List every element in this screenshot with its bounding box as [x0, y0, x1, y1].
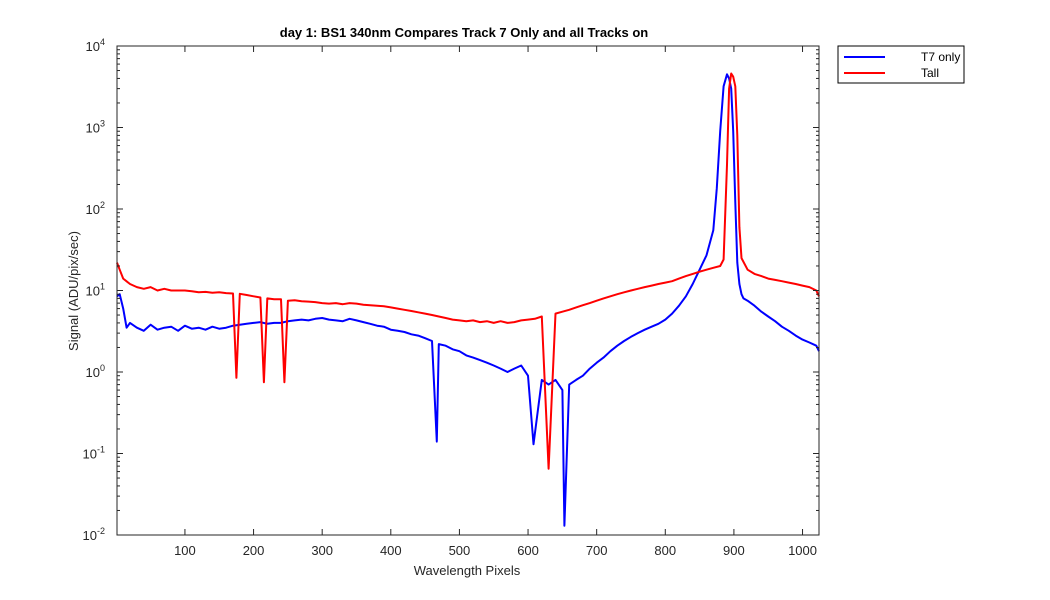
series-line-tall: [116, 72, 820, 470]
legend-label-tall: Tall: [921, 66, 939, 80]
y-axis-label: Signal (ADU/pix/sec): [66, 231, 81, 351]
y-tick-label: 102: [86, 200, 105, 217]
y-tick-label: 101: [86, 282, 105, 299]
x-tick-label: 100: [174, 543, 196, 558]
y-tick-label: 104: [86, 37, 105, 54]
x-tick-label: 200: [243, 543, 265, 558]
legend-label-t7-only: T7 only: [921, 50, 960, 64]
x-tick-label: 700: [586, 543, 608, 558]
y-tick-label: 103: [86, 119, 105, 136]
legend-box: [837, 45, 965, 84]
y-tick-label: 10-1: [83, 445, 105, 462]
x-tick-label: 300: [311, 543, 333, 558]
x-tick-label: 600: [517, 543, 539, 558]
x-tick-label: 900: [723, 543, 745, 558]
series-layer: [116, 72, 820, 527]
x-tick-label: 1000: [788, 543, 817, 558]
y-tick-label: 10-2: [83, 526, 105, 543]
x-tick-label: 800: [654, 543, 676, 558]
axes-layer: 100 200 300 400 500 600 700 800 900 1000 10-2 10-1 1…: [83, 37, 820, 558]
plot-area: [117, 46, 819, 535]
legend: T7 only Tall: [837, 45, 965, 84]
chart-title: day 1: BS1 340nm Compares Track 7 Only a…: [280, 25, 649, 40]
x-axis-label: Wavelength Pixels: [414, 563, 521, 578]
x-tick-label: 400: [380, 543, 402, 558]
x-tick-label: 500: [449, 543, 471, 558]
y-tick-label: 100: [86, 363, 105, 380]
